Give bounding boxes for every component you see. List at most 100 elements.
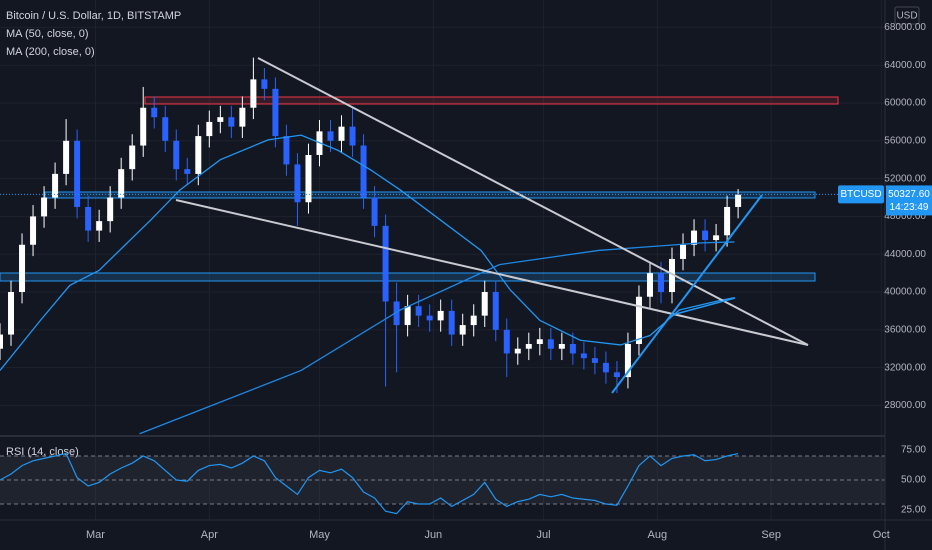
currency: USD [896, 11, 917, 22]
candle-body [184, 169, 191, 174]
candle-body [162, 117, 169, 141]
trendline [257, 57, 809, 346]
candle-body [514, 348, 521, 354]
candle-body [657, 273, 664, 293]
candle-body [591, 358, 598, 363]
rsi-line [0, 452, 739, 515]
candle-body [448, 310, 455, 335]
price-box [886, 185, 932, 216]
candle-body [437, 310, 444, 321]
candle-body [393, 301, 400, 326]
y-tick-label: 60000.00 [884, 98, 926, 109]
candle-body [360, 145, 367, 198]
candle-body [569, 343, 576, 354]
candle-body [404, 306, 411, 326]
candle-body [382, 225, 389, 302]
y-tick-label: 68000.00 [884, 22, 926, 33]
candle-body [129, 145, 136, 170]
candle-body [52, 173, 59, 198]
chart-title: Bitcoin / U.S. Dollar, 1D, BITSTAMP [6, 10, 181, 22]
rsi-tick-label: 25.00 [901, 505, 926, 516]
rsi-tick-label: 50.00 [901, 475, 926, 486]
candle-body [371, 197, 378, 226]
trendline [671, 297, 736, 316]
x-tick-label: Oct [873, 529, 890, 541]
candle-body [283, 136, 290, 165]
candle-body [702, 230, 709, 241]
candle-body [217, 117, 224, 122]
candle-body [107, 197, 114, 222]
candle-body [415, 306, 422, 316]
candle-body [63, 140, 70, 174]
countdown-label: 14:23:49 [890, 202, 929, 213]
y-tick-label: 56000.00 [884, 135, 926, 146]
y-tick-label: 36000.00 [884, 324, 926, 335]
candle-body [646, 273, 653, 297]
x-tick-label: May [309, 529, 330, 541]
candle-body [669, 258, 676, 293]
candle-body [470, 315, 477, 326]
candle-body [735, 194, 742, 207]
candle-body [426, 315, 433, 321]
candle-body [724, 206, 731, 236]
resistance-zone [144, 96, 839, 105]
support-zone [44, 191, 816, 199]
y-tick-label: 44000.00 [884, 249, 926, 260]
candle-body [272, 88, 279, 137]
candle-body [41, 197, 48, 217]
candle-body [30, 216, 37, 245]
candle-body [140, 107, 147, 146]
y-tick-label: 32000.00 [884, 362, 926, 373]
last-price-label: 50327.60 [888, 189, 930, 200]
support-zone [0, 272, 816, 282]
candle-body [492, 292, 499, 330]
candle-body [624, 343, 631, 378]
y-tick-label: 48000.00 [884, 211, 926, 222]
y-tick-label: 64000.00 [884, 60, 926, 71]
candle-body [151, 107, 158, 118]
moving-average [139, 241, 735, 435]
candle-body [206, 121, 213, 137]
y-tick-label: 28000.00 [884, 400, 926, 411]
candle-body [691, 230, 698, 245]
candle-body [85, 206, 92, 231]
x-tick-label: Jul [536, 529, 550, 541]
candle-body [635, 296, 642, 344]
symbol-label: BTCUSD [840, 189, 881, 200]
candle-body [294, 164, 301, 203]
trendline [611, 194, 763, 394]
candle-body [536, 339, 543, 344]
candle-body [96, 221, 103, 231]
y-tick-label: 40000.00 [884, 287, 926, 298]
candle-body [173, 140, 180, 170]
candle-body [503, 329, 510, 354]
candle-body [228, 117, 235, 127]
candle-body [327, 131, 334, 141]
candle-body [250, 79, 257, 108]
candle-body [261, 79, 268, 89]
y-tick-label: 52000.00 [884, 173, 926, 184]
candle-body [680, 244, 687, 259]
trendline [175, 199, 809, 346]
candle-body [118, 169, 125, 198]
candle-body [525, 343, 532, 349]
x-tick-label: Jun [424, 529, 442, 541]
candle-body [338, 126, 345, 141]
candle-body [305, 154, 312, 203]
candle-body [547, 339, 554, 349]
currency-box[interactable] [894, 6, 920, 25]
candle-body [0, 334, 3, 349]
x-tick-label: Apr [201, 529, 218, 541]
candle-body [580, 353, 587, 359]
candle-body [481, 292, 488, 316]
x-tick-label: Aug [648, 529, 668, 541]
candle-body [74, 140, 81, 207]
legend-entry: MA (50, close, 0) [6, 28, 89, 40]
candle-body [8, 292, 15, 335]
candle-body [602, 362, 609, 373]
symbol-box [838, 185, 884, 204]
candle-body [558, 343, 565, 349]
